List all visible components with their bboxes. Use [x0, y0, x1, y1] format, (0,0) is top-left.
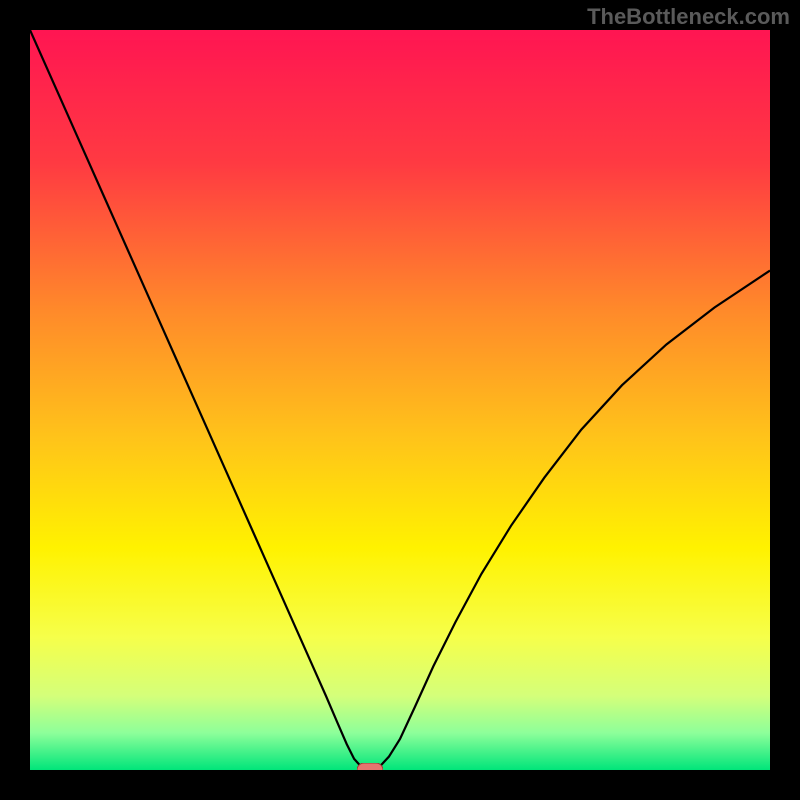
watermark-text: TheBottleneck.com — [587, 4, 790, 30]
optimum-marker-rect — [357, 763, 383, 770]
curve-path — [30, 30, 770, 770]
optimum-marker — [357, 763, 383, 770]
bottleneck-curve — [30, 30, 770, 770]
plot-area — [30, 30, 770, 770]
